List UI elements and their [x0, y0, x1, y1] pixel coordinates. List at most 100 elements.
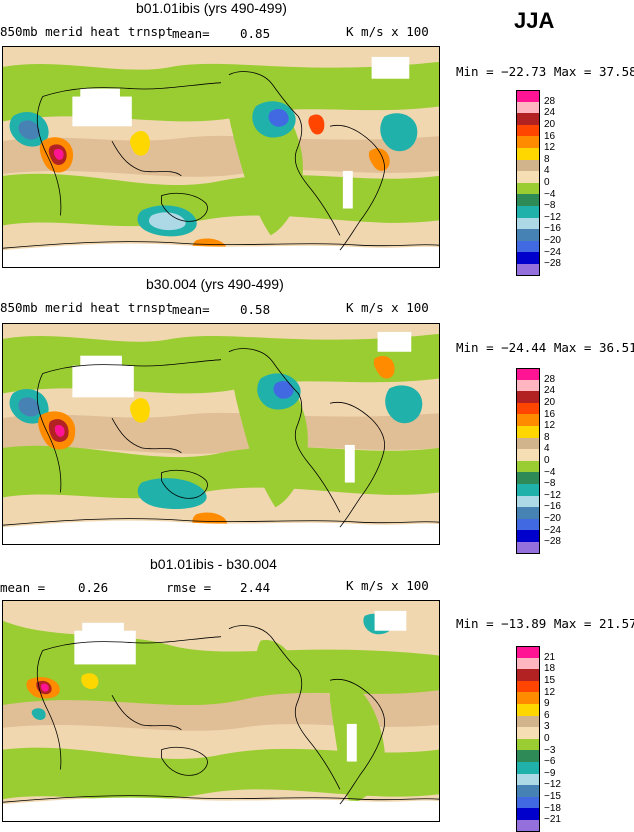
- legend-label: −8: [544, 200, 556, 212]
- legend-label: 15: [544, 674, 556, 686]
- legend-row: 12: [516, 680, 561, 698]
- legend-label: −9: [544, 767, 556, 779]
- legend-label: 12: [544, 686, 556, 698]
- legend-row: −18: [516, 796, 561, 814]
- legend-label: −15: [544, 790, 561, 802]
- legend-swatch: [516, 483, 540, 496]
- legend-label: −4: [544, 188, 556, 200]
- legend-swatch: [516, 657, 540, 670]
- panel-3-rmse-value: 2.44: [240, 580, 271, 595]
- legend-swatch: [516, 229, 540, 241]
- legend-row: −24: [516, 518, 561, 536]
- legend-label: 28: [544, 95, 556, 107]
- legend-row: 20: [516, 391, 561, 408]
- legend-label: 12: [544, 142, 556, 154]
- legend-row: 6: [516, 703, 561, 721]
- legend-label: 8: [544, 431, 550, 443]
- legend-label: −12: [544, 489, 561, 501]
- legend-row: 20: [516, 113, 561, 130]
- legend-row: 16: [516, 402, 561, 420]
- legend-row: 28: [516, 368, 561, 385]
- legend-row: −28: [516, 252, 561, 269]
- legend-swatch: [516, 507, 540, 519]
- panel-1-legend: 28 24 20 16 12 8 4 0 −4 −8 −12 −16 −20 −24 −28: [516, 90, 561, 276]
- legend-swatch: [516, 761, 540, 774]
- legend-label: −20: [544, 512, 561, 524]
- legend-label: 24: [544, 107, 556, 119]
- legend-label: −4: [544, 466, 556, 478]
- legend-row: −4: [516, 182, 561, 200]
- panel-1-mean-value: 0.85: [240, 26, 271, 41]
- legend-swatch: [516, 101, 540, 114]
- legend-swatch: [516, 391, 540, 403]
- legend-swatch: [516, 692, 540, 704]
- legend-label: 0: [544, 454, 550, 466]
- map-field-graphic: [3, 47, 439, 267]
- panel-2-field-label: 850mb merid heat trnspt: [0, 300, 174, 315]
- legend-label: −21: [544, 814, 561, 826]
- map-field-graphic: [3, 324, 439, 544]
- legend-swatch: [516, 240, 540, 253]
- legend-label: −6: [544, 756, 556, 768]
- legend-swatch: [516, 437, 540, 450]
- legend-label: 9: [544, 698, 550, 710]
- panel-2-legend: 28 24 20 16 12 8 4 0 −4 −8 −12 −16 −20 −24 −28: [516, 368, 561, 554]
- legend-swatch: [516, 124, 540, 137]
- legend-swatch: [516, 785, 540, 797]
- panel-3-mean-label: mean =: [0, 580, 46, 595]
- legend-row: −24: [516, 240, 561, 258]
- legend-row: 4: [516, 437, 561, 454]
- legend-row: −15: [516, 785, 561, 802]
- legend-swatch: [516, 217, 540, 230]
- legend-label: −3: [544, 744, 556, 756]
- legend-label: 18: [544, 663, 556, 675]
- legend-row: 21: [516, 646, 561, 663]
- legend-swatch: [516, 715, 540, 728]
- legend-label: 8: [544, 153, 550, 165]
- legend-swatch: [516, 738, 540, 751]
- panel-3-map: [2, 600, 440, 822]
- legend-row: 0: [516, 449, 561, 466]
- legend-swatch: [516, 680, 540, 693]
- legend-swatch: [516, 368, 540, 380]
- legend-label: 24: [544, 385, 556, 397]
- panel-1-minmax: Min = −22.73 Max = 37.58: [456, 64, 634, 79]
- panel-2-units: K m/s x 100: [346, 300, 429, 315]
- legend-label: 21: [544, 651, 556, 663]
- legend-label: −20: [544, 234, 561, 246]
- legend-row: [516, 541, 561, 554]
- legend-label: 4: [544, 443, 550, 455]
- legend-row: 0: [516, 727, 561, 744]
- legend-swatch: [516, 727, 540, 739]
- legend-label: −18: [544, 802, 561, 814]
- legend-swatch: [516, 796, 540, 809]
- legend-row: [516, 263, 561, 276]
- legend-label: 6: [544, 709, 550, 721]
- legend-row: −16: [516, 495, 561, 512]
- legend-row: −3: [516, 738, 561, 756]
- legend-swatch: [516, 147, 540, 160]
- panel-3-rmse-label: rmse =: [166, 580, 212, 595]
- legend-label: −8: [544, 478, 556, 490]
- legend-label: 20: [544, 118, 556, 130]
- legend-swatch: [516, 194, 540, 206]
- legend-label: −16: [544, 223, 561, 235]
- legend-label: 12: [544, 420, 556, 432]
- legend-label: 20: [544, 396, 556, 408]
- legend-swatch: [516, 703, 540, 716]
- map-field-graphic: [3, 601, 439, 821]
- legend-swatch: [516, 205, 540, 218]
- panel-2-minmax: Min = −24.44 Max = 36.51: [456, 340, 634, 355]
- legend-row: 9: [516, 692, 561, 709]
- legend-row: 16: [516, 124, 561, 142]
- legend-swatch: [516, 808, 540, 820]
- legend-row: −28: [516, 530, 561, 547]
- legend-swatch: [516, 90, 540, 102]
- panel-3-legend: 21 18 15 12 9 6 3 0 −3 −6 −9 −12 −15 −18 −21: [516, 646, 561, 832]
- legend-row: 24: [516, 101, 561, 118]
- panel-2-title: b30.004 (yrs 490-499): [146, 276, 284, 292]
- legend-swatch: [516, 402, 540, 415]
- legend-label: 0: [544, 732, 550, 744]
- legend-row: 28: [516, 90, 561, 107]
- panel-1-units: K m/s x 100: [346, 24, 429, 39]
